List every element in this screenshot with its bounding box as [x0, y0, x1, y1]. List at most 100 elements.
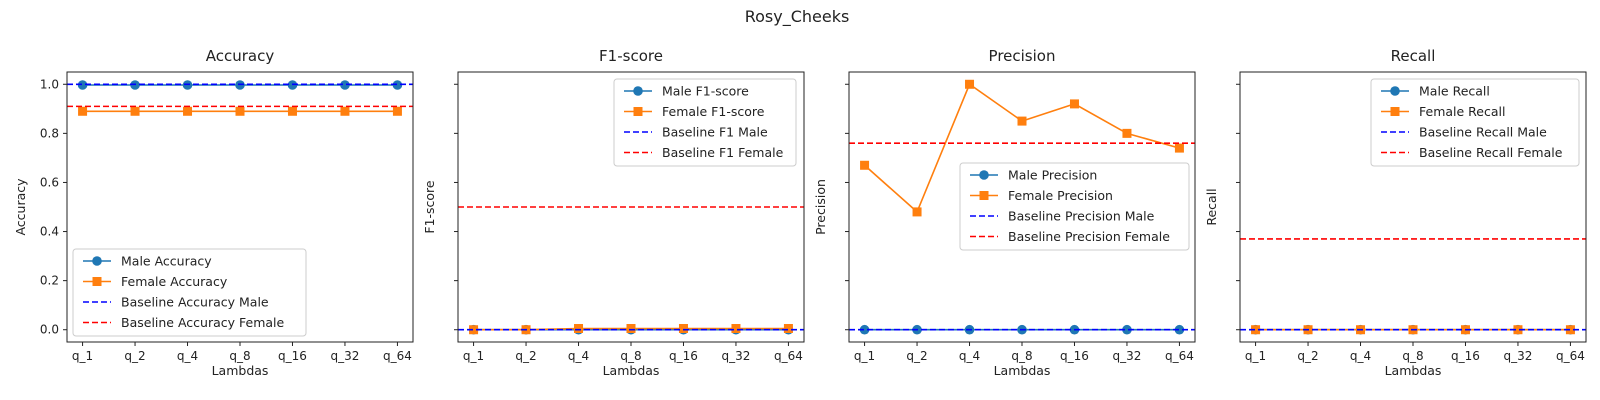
data-point: [965, 79, 975, 89]
panel-title: Accuracy: [206, 47, 275, 65]
data-point: [1174, 143, 1184, 153]
x-tick-label: q_2: [515, 349, 536, 363]
x-tick-label: q_4: [1350, 349, 1371, 363]
data-point: [77, 80, 88, 90]
y-axis-label: F1-score: [422, 180, 437, 234]
legend-label: Baseline Accuracy Female: [121, 315, 285, 330]
legend-marker: [633, 107, 643, 116]
x-tick-label: q_8: [1011, 349, 1032, 363]
data-point: [574, 324, 584, 333]
data-point: [1513, 325, 1523, 335]
legend-label: Female Recall: [1419, 104, 1505, 119]
data-point: [392, 106, 402, 116]
data-point: [1069, 99, 1079, 109]
legend: Male F1-score Female F1-score Baseline F1 …: [613, 78, 797, 167]
legend-label: Baseline Accuracy Male: [121, 295, 269, 310]
data-point: [1017, 116, 1027, 126]
x-tick-label: q_8: [620, 349, 641, 363]
x-tick-label: q_8: [229, 349, 250, 363]
legend-box: [72, 248, 307, 337]
legend-label: Baseline Precision Male: [1008, 209, 1155, 224]
y-axis-label: Precision: [813, 179, 828, 235]
legend-label: Female Precision: [1008, 188, 1113, 203]
data-point: [183, 106, 193, 116]
x-axis-label: Lambdas: [994, 363, 1051, 378]
x-tick-label: q_2: [906, 349, 927, 363]
legend-label: Baseline F1 Male: [662, 125, 768, 140]
panel-title: Precision: [989, 47, 1056, 65]
x-tick-label: q_2: [124, 349, 145, 363]
legend-label: Female Accuracy: [121, 274, 228, 289]
legend-label: Baseline F1 Female: [662, 145, 784, 160]
data-point: [1122, 128, 1132, 138]
data-point: [130, 106, 140, 116]
y-tick-label: 0.4: [40, 225, 59, 239]
x-tick-label: q_64: [1165, 349, 1194, 363]
data-point: [860, 160, 870, 170]
legend-marker: [633, 86, 643, 96]
x-tick-label: q_64: [1556, 349, 1585, 363]
data-point: [678, 324, 688, 333]
x-tick-label: q_32: [1504, 349, 1533, 363]
data-point: [469, 325, 479, 335]
panel-title: F1-score: [599, 47, 663, 65]
x-tick-label: q_16: [1451, 349, 1480, 363]
data-point: [235, 106, 245, 116]
x-tick-label: q_1: [1245, 349, 1266, 363]
x-axis-label: Lambdas: [212, 363, 269, 378]
legend-label: Male F1-score: [662, 84, 749, 99]
y-tick-label: 0.6: [40, 175, 59, 189]
plot-area: [67, 80, 413, 116]
legend-marker: [1390, 86, 1400, 96]
y-tick-label: 1.0: [40, 77, 59, 91]
data-point: [1251, 325, 1261, 335]
chart-panel-1: Accuracy q_1 q_2 q_4 q_8 q_16 q_32 q_64 0.0 0.2 0.…: [13, 47, 414, 378]
legend-box: [613, 78, 797, 167]
panel-frame: [66, 71, 414, 343]
x-tick-label: q_16: [669, 349, 698, 363]
y-tick-label: 0.0: [40, 323, 59, 337]
y-tick-label: 0.8: [40, 126, 59, 140]
x-tick-label: q_64: [774, 349, 803, 363]
legend-label: Female F1-score: [662, 104, 765, 119]
y-tick-label: 0.2: [40, 274, 59, 288]
x-tick-label: q_8: [1402, 349, 1423, 363]
panel-frame: [848, 71, 1196, 343]
x-tick-label: q_1: [72, 349, 93, 363]
legend-label: Male Accuracy: [121, 254, 212, 269]
x-tick-label: q_2: [1297, 349, 1318, 363]
x-tick-label: q_4: [568, 349, 589, 363]
legend-marker: [1390, 107, 1400, 116]
legend-marker: [979, 191, 989, 200]
data-point: [1122, 324, 1132, 335]
data-point: [626, 324, 636, 333]
x-tick-label: q_4: [177, 349, 198, 363]
x-tick-label: q_1: [854, 349, 875, 363]
legend-marker: [979, 170, 989, 180]
x-axis-label: Lambdas: [603, 363, 660, 378]
legend-marker: [92, 256, 102, 266]
x-axis-label: Lambdas: [1385, 363, 1442, 378]
y-axis-label: Accuracy: [13, 178, 28, 236]
chart-panel-3: Precision q_1 q_2 q_4 q_8 q_16 q_32 q_64 Lambdas…: [813, 47, 1196, 378]
data-point: [783, 324, 793, 333]
legend: Male Precision Female Precision Baseline P…: [959, 162, 1190, 251]
data-point: [1174, 324, 1185, 335]
data-point: [340, 80, 350, 90]
x-tick-label: q_32: [1113, 349, 1142, 363]
legend: Male Recall Female Recall Baseline Recall …: [1370, 78, 1580, 167]
data-point: [340, 106, 350, 116]
x-tick-label: q_16: [278, 349, 307, 363]
legend-box: [959, 162, 1190, 251]
figure-suptitle: Rosy_Cheeks: [745, 7, 850, 27]
plot-area: [458, 206, 804, 335]
x-tick-label: q_4: [959, 349, 980, 363]
plot-area: [849, 79, 1195, 335]
data-point: [912, 207, 922, 217]
panel-title: Recall: [1391, 47, 1436, 65]
data-point: [731, 324, 741, 333]
data-point: [392, 80, 403, 90]
plot-area: [1240, 238, 1586, 335]
x-tick-label: q_32: [331, 349, 360, 363]
